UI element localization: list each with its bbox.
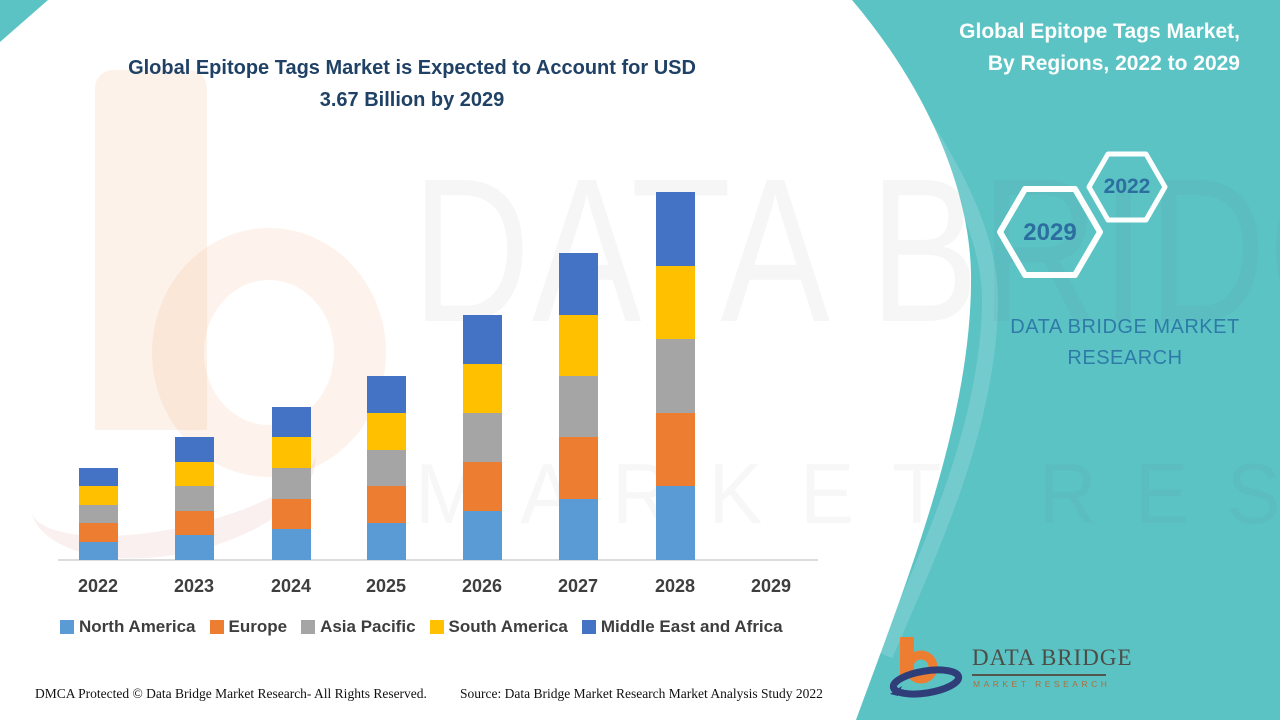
bar-segment-north-america (366, 523, 406, 560)
legend-item-middle-east-and-africa: Middle East and Africa (581, 617, 783, 637)
bar-segment-middle-east-and-africa (271, 406, 311, 438)
logo-tagline: MARKET RESEARCH (973, 679, 1111, 689)
x-axis-line (58, 559, 818, 561)
side-panel-brand-line2: RESEARCH (1067, 347, 1183, 369)
chart-legend: North America Europe Asia Pacific South Ame… (60, 617, 783, 637)
side-panel-title: Global Epitope Tags Market, By Regions, … (820, 16, 1240, 79)
chart-title-line2: 3.67 Billion by 2029 (319, 89, 505, 111)
legend-swatch-icon (301, 620, 316, 634)
bar-segment-asia-pacific (271, 468, 311, 499)
bar-segment-europe (462, 461, 502, 511)
bar-segment-asia-pacific (174, 486, 214, 511)
bar-segment-asia-pacific (655, 339, 695, 413)
bar-segment-europe (655, 412, 695, 487)
bar-segment-asia-pacific (462, 412, 502, 462)
bar-segment-south-america (462, 363, 502, 413)
x-axis-label-2027: 2027 (557, 576, 599, 596)
legend-item-asia-pacific: Asia Pacific (301, 617, 416, 637)
stacked-bar-2025 (366, 376, 406, 560)
bar-segment-north-america (78, 541, 118, 560)
bar-segment-europe (366, 486, 406, 524)
x-axis-label-2026: 2026 (461, 576, 503, 596)
stacked-bar-2022 (78, 468, 118, 560)
side-panel-title-line1: Global Epitope Tags Market, (959, 20, 1240, 43)
stacked-bar-2024 (271, 406, 311, 560)
bar-segment-middle-east-and-africa (462, 314, 502, 364)
bar-segment-north-america (558, 498, 598, 560)
corner-accent-triangle (0, 0, 48, 42)
bar-segment-south-america (78, 486, 118, 505)
bar-segment-north-america (174, 535, 214, 560)
bar-segment-south-america (366, 412, 406, 450)
bar-segment-europe (558, 437, 598, 499)
logo-wordmark: DATA BRIDGE (972, 645, 1133, 670)
bar-segment-asia-pacific (558, 376, 598, 438)
side-panel-brand-text: DATA BRIDGE MARKET RESEARCH (1003, 312, 1247, 374)
legend-item-europe: Europe (209, 617, 288, 637)
bar-segment-europe (78, 523, 118, 542)
chart-title-line1: Global Epitope Tags Market is Expected t… (128, 57, 696, 79)
side-panel-brand-line1: DATA BRIDGE MARKET (1010, 316, 1240, 338)
legend-swatch-icon (60, 620, 74, 634)
bar-segment-middle-east-and-africa (174, 437, 214, 462)
legend-label: North America (79, 617, 196, 636)
bar-segment-asia-pacific (366, 449, 406, 487)
hexagon-2022-label: 2022 (1103, 175, 1151, 198)
hexagon-2022-outline (1086, 151, 1168, 223)
bar-segment-north-america (655, 486, 695, 560)
side-panel-title-line2: By Regions, 2022 to 2029 (987, 51, 1240, 75)
bar-segment-asia-pacific (78, 504, 118, 524)
x-axis-label-2025: 2025 (365, 576, 407, 596)
bar-segment-north-america (462, 510, 502, 560)
legend-label: South America (448, 617, 568, 636)
source-note: Source: Data Bridge Market Research Mark… (460, 686, 823, 701)
chart-title: Global Epitope Tags Market is Expected t… (0, 52, 824, 116)
legend-label: Middle East and Africa (600, 617, 783, 636)
dmca-notice: DMCA Protected © Data Bridge Market Rese… (35, 686, 427, 701)
bar-segment-europe (271, 498, 311, 530)
legend-item-north-america: North America (60, 617, 196, 637)
data-bridge-logo-icon (889, 637, 963, 698)
bar-segment-middle-east-and-africa (366, 376, 406, 413)
stacked-bar-2026 (462, 314, 502, 560)
legend-item-south-america: South America (429, 617, 568, 637)
bar-segment-middle-east-and-africa (655, 192, 695, 266)
x-axis-label-2028: 2028 (654, 576, 696, 596)
bar-segment-south-america (271, 437, 311, 469)
bar-segment-europe (174, 510, 214, 536)
x-axis-label-2022: 2022 (77, 576, 119, 596)
bar-segment-south-america (174, 461, 214, 487)
watermark-text-market-research: MARKET RESEARCH (415, 452, 1280, 537)
x-axis-label-2024: 2024 (270, 576, 312, 596)
logo-underline (972, 674, 1106, 676)
hexagon-badges (997, 151, 1168, 278)
legend-label: Asia Pacific (320, 617, 416, 636)
x-axis-label-2029: 2029 (750, 576, 792, 596)
bar-segment-south-america (558, 314, 598, 377)
bar-segment-middle-east-and-africa (558, 253, 598, 315)
bar-segment-north-america (271, 529, 311, 560)
bar-segment-middle-east-and-africa (78, 468, 118, 487)
legend-swatch-icon (429, 620, 444, 634)
stacked-bar-2027 (558, 253, 598, 560)
bar-segment-south-america (655, 265, 695, 340)
stacked-bar-2028 (655, 192, 695, 560)
stacked-bar-2023 (174, 437, 214, 560)
watermark-text-data-bridge: DATA BRIDGE (412, 136, 1280, 365)
hexagon-2029-label: 2029 (1023, 219, 1077, 246)
legend-swatch-icon (209, 620, 224, 634)
legend-label: Europe (228, 617, 288, 636)
legend-swatch-icon (581, 620, 596, 634)
hexagon-2029-outline (997, 186, 1103, 278)
x-axis-label-2023: 2023 (173, 576, 215, 596)
